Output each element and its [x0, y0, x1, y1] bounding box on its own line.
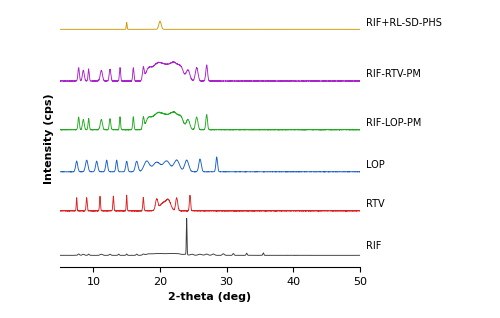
Text: RIF: RIF	[366, 241, 382, 251]
Text: LOP: LOP	[366, 160, 385, 170]
Text: RIF-RTV-PM: RIF-RTV-PM	[366, 69, 421, 79]
Text: RIF+RL-SD-PHS: RIF+RL-SD-PHS	[366, 18, 442, 28]
Y-axis label: Intensity (cps): Intensity (cps)	[44, 93, 54, 183]
Text: RTV: RTV	[366, 199, 384, 210]
Text: RIF-LOP-PM: RIF-LOP-PM	[366, 118, 422, 128]
X-axis label: 2-theta (deg): 2-theta (deg)	[168, 292, 252, 302]
